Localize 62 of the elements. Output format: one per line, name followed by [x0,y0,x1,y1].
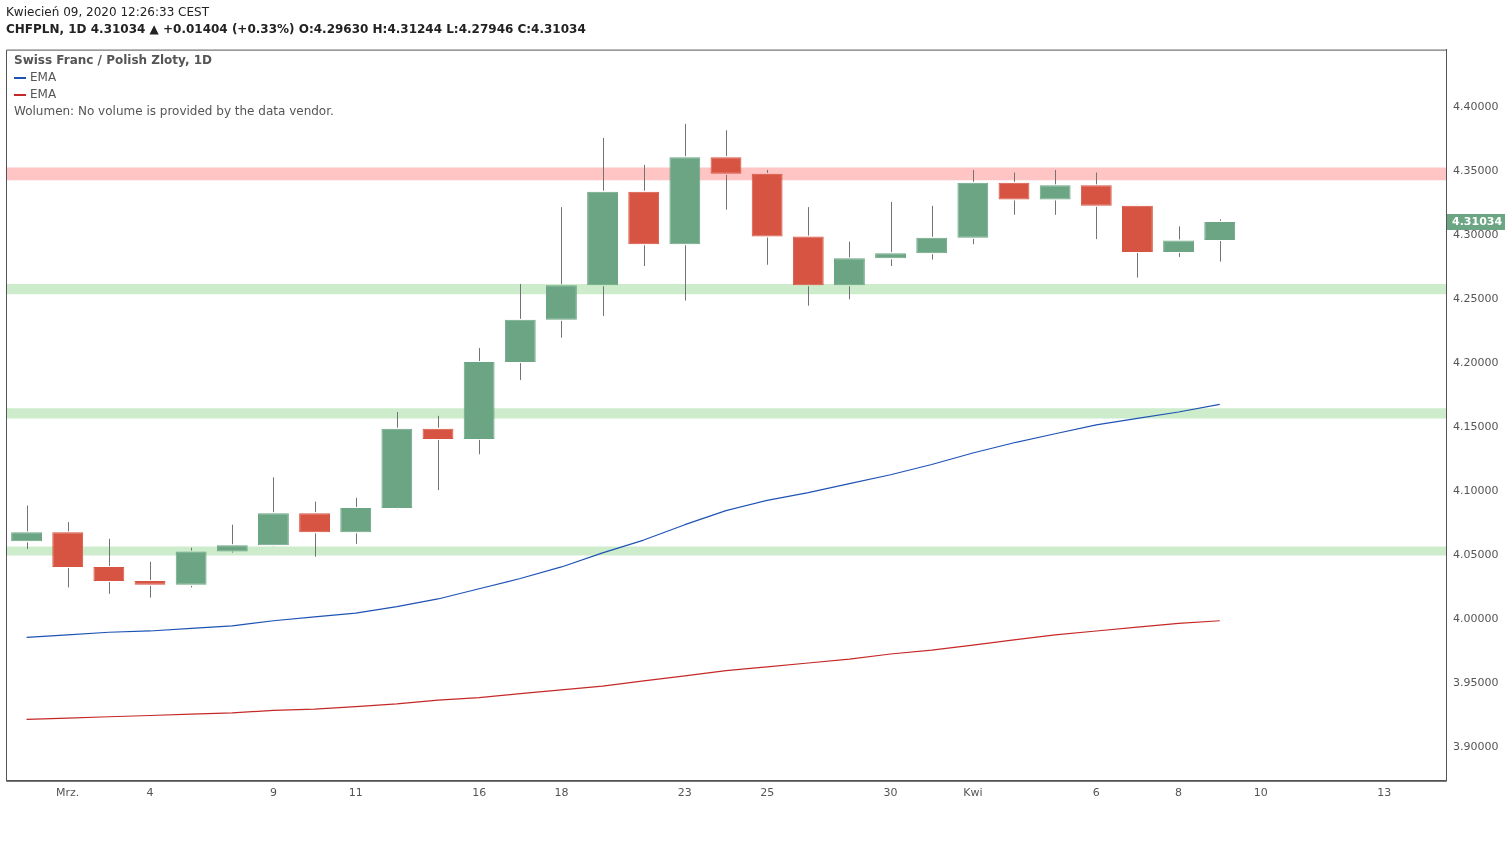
candlestick [134,561,166,599]
candlestick [1163,225,1194,258]
candlestick [587,137,618,317]
x-tick-label: 30 [883,786,898,800]
y-tick-label: 3.95000 [1453,676,1499,690]
y-tick-label: 4.10000 [1453,484,1499,498]
x-tick-label: 6 [1092,786,1100,800]
text: Kwiecień 09, 2020 12:26:33 CEST [6,4,210,21]
legend-label: EMA [29,86,58,103]
y-tick-label: 4.00000 [1453,612,1499,626]
candlestick [1204,218,1236,263]
x-tick-label: 11 [348,786,363,800]
y-tick-label: 4.25000 [1453,292,1499,306]
x-tick-label: 23 [677,786,692,800]
candlestick [751,169,783,266]
candlestick [422,415,454,491]
candlestick [463,347,495,455]
candlestick [710,129,742,211]
x-tick-label: 16 [472,786,487,800]
x-tick-label: 9 [269,786,277,800]
y-tick-label: 4.35000 [1453,164,1499,178]
candlestick [93,538,125,595]
annotation: Wolumen: No volume is provided by the data vendor. [14,103,334,120]
y-tick-label: 4.30000 [1453,228,1499,242]
candlestick [216,524,248,552]
candlestick [11,504,42,550]
candlestick [875,201,906,267]
y-tick-label: 3.90000 [1453,740,1499,754]
y-tick-label: 4.40000 [1453,100,1499,114]
candlestick [669,123,701,302]
candlestick [258,476,289,546]
candlestick [299,501,330,558]
candlestick [792,206,824,307]
legend-label: EMA [29,69,58,86]
candlestick [52,521,84,588]
candlestick [628,164,660,267]
candlestick [1080,172,1112,240]
x-tick-label: 25 [760,786,775,800]
y-tick-label: 4.20000 [1453,356,1499,370]
candlestick [998,172,1030,216]
chart-title: Swiss Franc / Polish Zloty, 1D [14,52,213,69]
x-tick-label: 18 [554,786,569,800]
y-tick-label: 4.05000 [1453,548,1499,562]
candlestick [175,547,207,588]
x-tick-label: 4 [146,786,154,800]
candlestick [340,497,372,545]
candlestick [1039,169,1071,216]
x-tick-label: Mrz. [56,786,80,800]
candlestick [1122,205,1153,279]
candlestick [834,241,865,300]
x-tick-label: Kwi [963,786,983,800]
x-tick-label: 8 [1175,786,1183,800]
candlestick [381,411,413,509]
x-tick-label: 10 [1253,786,1268,800]
candlestick [916,205,948,261]
candlestick [546,206,577,339]
text: 4.31034 [1452,214,1503,228]
x-tick-label: 13 [1377,786,1392,800]
candlestick [957,169,989,245]
candlestick [504,283,536,381]
y-tick-label: 4.15000 [1453,420,1499,434]
chart-subtitle: CHFPLN, 1D 4.31034 ▲ +0.01404 (+0.33%) O:4.29630 H:4.31244 L:4.27946 C:4.31034 [6,21,586,38]
